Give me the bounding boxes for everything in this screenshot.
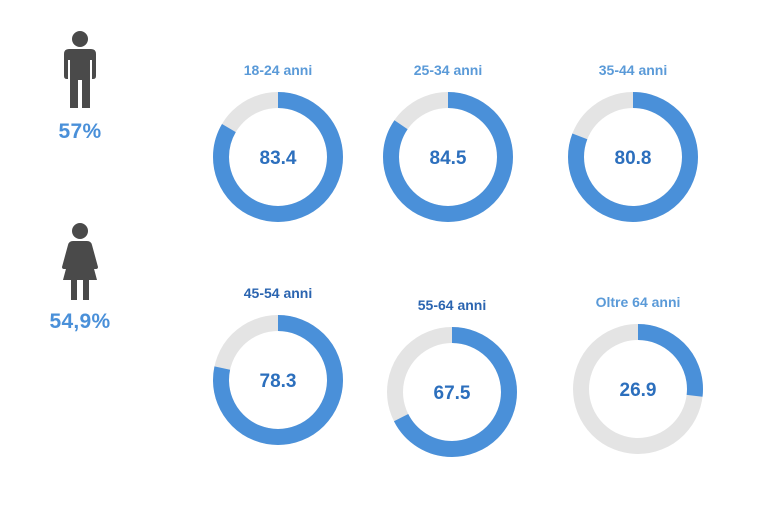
donut-value-label: 78.3 <box>260 371 297 392</box>
female-icon <box>62 223 98 300</box>
donut-category-label: 35-44 anni <box>598 62 668 78</box>
donut-category-label: 18-24 anni <box>243 62 313 78</box>
donut-value-label: 80.8 <box>615 148 652 169</box>
donut-chart: 25-34 anni 84.5 <box>373 60 523 224</box>
donut-svg: 80.8 <box>568 92 698 222</box>
donut-value-arc <box>213 315 343 445</box>
male-icon <box>64 31 96 108</box>
donut-chart: 55-64 anni 67.5 <box>377 295 527 459</box>
male-percentage: 57% <box>58 120 102 143</box>
donut-value-label: 26.9 <box>620 380 657 401</box>
male-stat: 57% <box>0 30 160 144</box>
donut-value-label: 67.5 <box>434 383 471 404</box>
donut-value-arc <box>573 324 703 454</box>
donut-category-label: Oltre 64 anni <box>595 294 681 310</box>
donut-svg: 78.3 <box>213 315 343 445</box>
donut-svg: 84.5 <box>383 92 513 222</box>
donut-svg: 83.4 <box>213 92 343 222</box>
donut-svg: 26.9 <box>573 324 703 454</box>
donut-category-label: 55-64 anni <box>417 297 487 313</box>
female-stat: 54,9% <box>0 222 160 334</box>
donut-category-label: 45-54 anni <box>243 285 313 301</box>
donut-svg: 67.5 <box>387 327 517 457</box>
donut-chart: 45-54 anni 78.3 <box>203 283 353 447</box>
donut-chart: Oltre 64 anni 26.9 <box>563 292 713 456</box>
donut-value-arc <box>213 92 343 222</box>
donut-chart: 35-44 anni 80.8 <box>558 60 708 224</box>
donut-value-label: 83.4 <box>260 148 297 169</box>
donut-chart: 18-24 anni 83.4 <box>203 60 353 224</box>
donut-value-arc <box>387 327 517 457</box>
donut-value-arc <box>568 92 698 222</box>
female-percentage: 54,9% <box>49 310 111 333</box>
donut-value-label: 84.5 <box>430 148 467 169</box>
donut-value-arc <box>383 92 513 222</box>
donut-category-label: 25-34 anni <box>413 62 483 78</box>
